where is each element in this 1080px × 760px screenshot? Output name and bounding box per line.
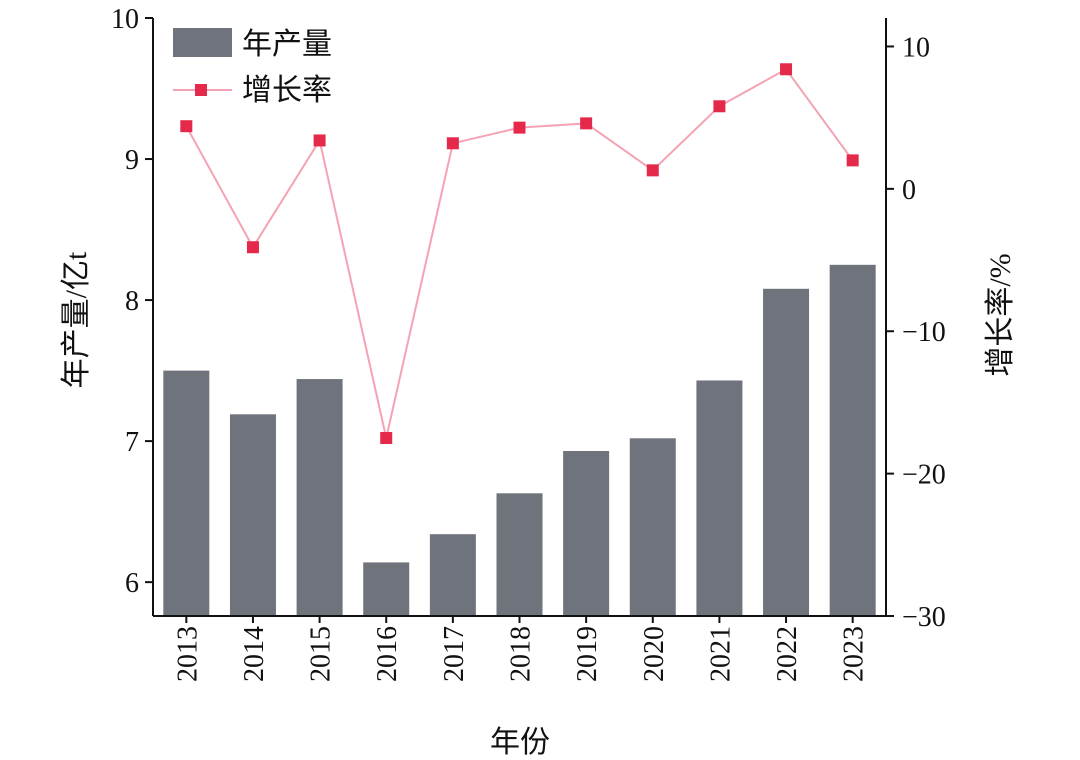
y-right-tick-label: 10 bbox=[902, 32, 930, 63]
legend-bar-swatch bbox=[173, 28, 232, 57]
point-2017 bbox=[446, 137, 459, 150]
y-left-tick-label: 8 bbox=[125, 286, 139, 317]
point-2023 bbox=[846, 154, 859, 167]
y-left-tick-label: 6 bbox=[125, 568, 139, 599]
bar-2019 bbox=[563, 450, 610, 616]
point-2016 bbox=[380, 432, 393, 445]
point-2015 bbox=[313, 134, 326, 147]
x-tick-label: 2016 bbox=[372, 626, 403, 682]
bar-2022 bbox=[763, 288, 810, 616]
y-axis-right-label: 增长率/% bbox=[984, 253, 1017, 376]
point-2013 bbox=[180, 120, 193, 133]
legend-label-bar: 年产量 bbox=[242, 28, 332, 61]
y-right-tick-label: −10 bbox=[902, 317, 946, 348]
legend-label-line: 增长率 bbox=[242, 74, 332, 107]
point-2020 bbox=[646, 164, 659, 177]
bar-2020 bbox=[629, 438, 676, 616]
point-2021 bbox=[713, 100, 726, 113]
legend-line-marker bbox=[195, 84, 207, 96]
bar-2017 bbox=[429, 534, 476, 616]
x-tick-label: 2022 bbox=[772, 626, 803, 682]
y-right-tick-label: 0 bbox=[902, 175, 916, 206]
x-tick-label: 2014 bbox=[239, 626, 270, 682]
x-tick-label: 2018 bbox=[506, 626, 537, 682]
bar-2015 bbox=[296, 379, 343, 616]
x-tick-label: 2015 bbox=[306, 626, 337, 682]
x-axis-label: 年份 bbox=[490, 726, 550, 759]
point-2022 bbox=[780, 63, 793, 76]
bar-2013 bbox=[163, 370, 210, 616]
bar-2016 bbox=[363, 562, 410, 616]
x-tick-label: 2021 bbox=[705, 626, 736, 682]
x-tick-label: 2020 bbox=[639, 626, 670, 682]
y-left-tick-label: 7 bbox=[125, 427, 139, 458]
x-tick-label: 2017 bbox=[439, 626, 470, 682]
bar-2023 bbox=[829, 264, 876, 616]
y-left-tick-label: 9 bbox=[125, 145, 139, 176]
point-2018 bbox=[513, 121, 526, 134]
bar-2021 bbox=[696, 380, 743, 616]
x-tick-label: 2019 bbox=[572, 626, 603, 682]
bar-2018 bbox=[496, 493, 543, 616]
legend: 年产量 增长率 bbox=[173, 28, 332, 107]
x-tick-label: 2023 bbox=[839, 626, 870, 682]
bar-2014 bbox=[229, 414, 276, 616]
point-2014 bbox=[246, 241, 259, 254]
y-left-tick-label: 10 bbox=[111, 4, 139, 35]
point-2019 bbox=[580, 117, 593, 130]
y-axis-left-label: 年产量/亿t bbox=[60, 251, 93, 388]
y-right-tick-label: −30 bbox=[902, 602, 946, 633]
x-tick-label: 2013 bbox=[172, 626, 203, 682]
y-right-tick-label: −20 bbox=[902, 460, 946, 491]
